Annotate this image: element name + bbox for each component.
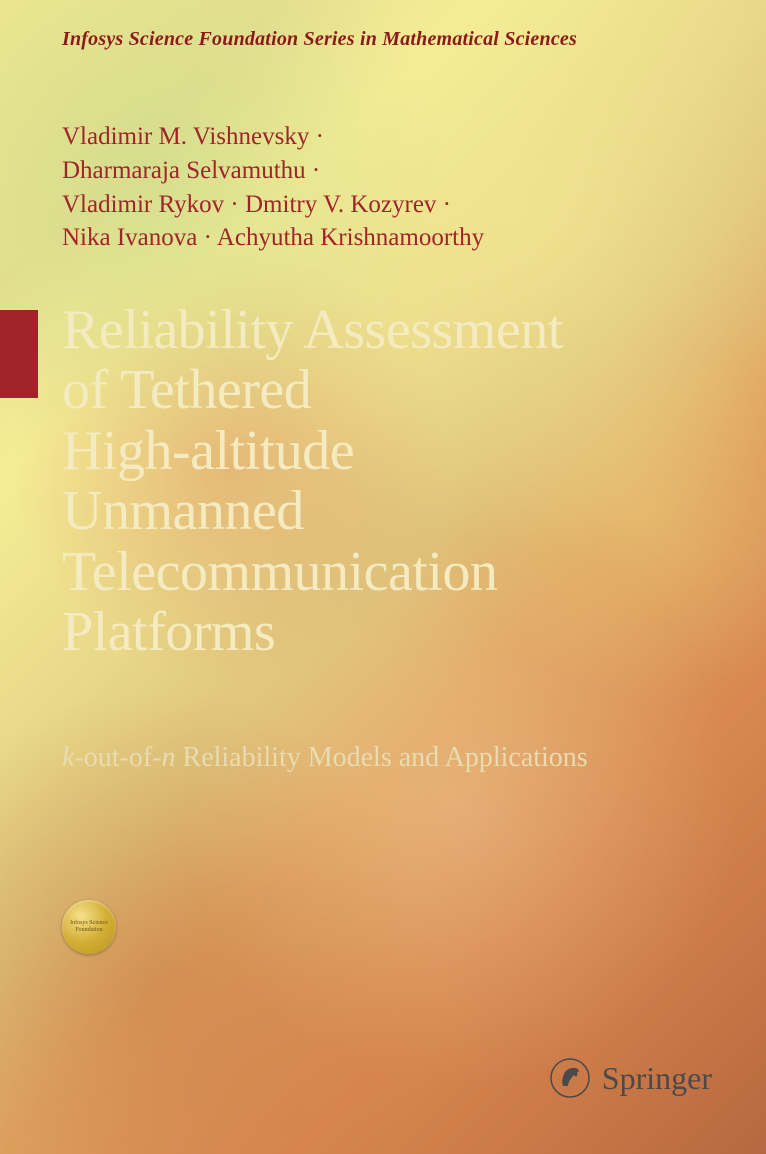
author-line: Vladimir Rykov · Dmitry V. Kozyrev ·: [62, 188, 484, 222]
author-line: Nika Ivanova · Achyutha Krishnamoorthy: [62, 221, 484, 255]
subtitle-italic-k: k: [62, 742, 74, 773]
book-title: Reliability Assessment of Tethered High-…: [62, 300, 726, 663]
subtitle-italic-n: n: [162, 742, 176, 773]
series-title: Infosys Science Foundation Series in Mat…: [62, 28, 577, 51]
subtitle-text: Reliability Models and Applications: [176, 742, 588, 773]
author-line: Dharmaraja Selvamuthu ·: [62, 154, 484, 188]
title-line: High-altitude: [62, 421, 726, 481]
authors-block: Vladimir M. Vishnevsky · Dharmaraja Selv…: [62, 120, 484, 255]
badge-label: Infosys Science Foundation: [62, 920, 116, 933]
title-line: Telecommunication: [62, 542, 726, 602]
publisher-name: Springer: [602, 1060, 712, 1097]
title-line: Platforms: [62, 602, 726, 662]
accent-bar: [0, 310, 38, 398]
title-line: of Tethered: [62, 360, 726, 420]
title-line: Reliability Assessment: [62, 300, 726, 360]
author-line: Vladimir M. Vishnevsky ·: [62, 120, 484, 154]
springer-horse-icon: [550, 1058, 590, 1098]
book-subtitle: k-out-of-n Reliability Models and Applic…: [62, 740, 706, 776]
publisher-block: Springer: [550, 1058, 712, 1098]
title-line: Unmanned: [62, 481, 726, 541]
subtitle-text: -out-of-: [74, 742, 161, 773]
foundation-badge-icon: Infosys Science Foundation: [62, 900, 116, 954]
